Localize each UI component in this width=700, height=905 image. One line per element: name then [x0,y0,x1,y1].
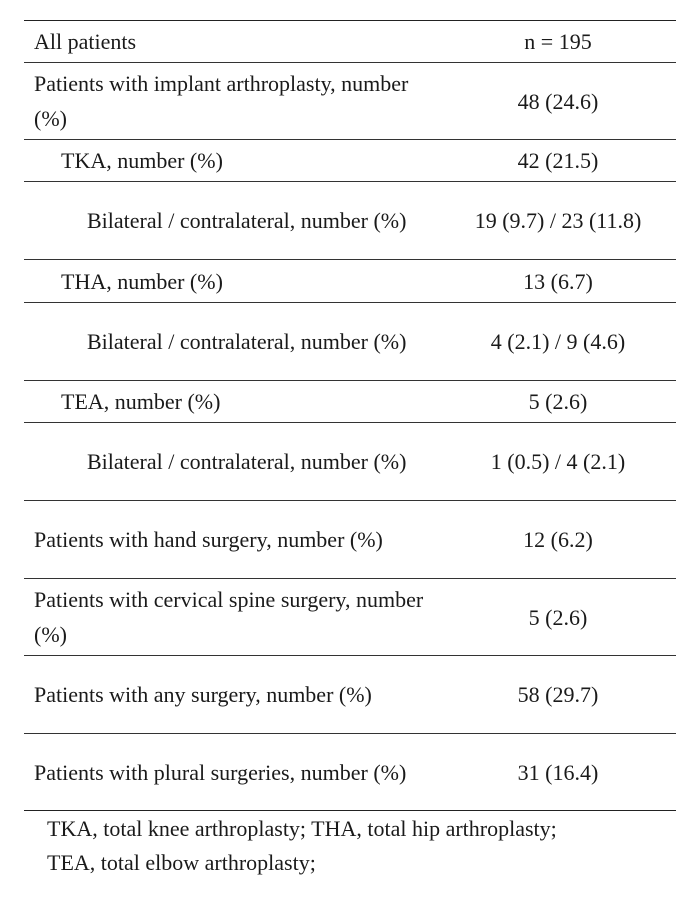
row-label: All patients [34,29,137,54]
table-row: Bilateral / contralateral, number (%) 4 … [24,303,676,381]
row-label: Patients with plural surgeries, number (… [34,759,407,785]
footnote-line: TEA, total elbow arthroplasty; [47,850,316,875]
row-label: TKA, number (%) [61,148,223,173]
row-label: Bilateral / contralateral, number (%) [87,208,407,233]
table-row: Bilateral / contralateral, number (%) 1 … [24,423,676,501]
row-value: n = 195 [524,29,592,54]
table-row: Patients with plural surgeries, number (… [24,734,676,811]
table-row: THA, number (%) 13 (6.7) [24,260,676,303]
table-row: Bilateral / contralateral, number (%) 19… [24,182,676,260]
footnote-line: TKA, total knee arthroplasty; THA, total… [47,816,557,841]
row-label: Patients with cervical spine surgery, nu… [34,587,424,647]
row-label: Bilateral / contralateral, number (%) [87,329,407,354]
table-footnote: TKA, total knee arthroplasty; THA, total… [47,812,687,880]
row-label: TEA, number (%) [61,389,221,414]
row-label: Patients with any surgery, number (%) [34,682,372,707]
surgery-table: All patients n = 195 Patients with impla… [24,20,676,811]
row-label: Bilateral / contralateral, number (%) [87,449,407,474]
table-row: Patients with any surgery, number (%) 58… [24,656,676,734]
table-row: TKA, number (%) 42 (21.5) [24,140,676,182]
row-value: 5 (2.6) [528,604,588,630]
row-label: Patients with hand surgery, number (%) [34,527,383,552]
row-value: 48 (24.6) [517,88,599,114]
table-row: Patients with cervical spine surgery, nu… [24,579,676,656]
row-value: 1 (0.5) / 4 (2.1) [490,449,626,474]
table-row: All patients n = 195 [24,21,676,63]
row-value: 4 (2.1) / 9 (4.6) [490,329,626,354]
row-value: 58 (29.7) [517,682,599,707]
row-value: 31 (16.4) [517,759,599,785]
row-value: 13 (6.7) [523,268,593,294]
table-row: TEA, number (%) 5 (2.6) [24,381,676,423]
row-value: 42 (21.5) [517,148,599,173]
row-value: 12 (6.2) [523,527,593,552]
table-row: Patients with implant arthroplasty, numb… [24,63,676,140]
row-value: 5 (2.6) [528,389,588,414]
table-row: Patients with hand surgery, number (%) 1… [24,501,676,579]
row-label: Patients with implant arthroplasty, numb… [34,71,409,131]
row-label: THA, number (%) [61,268,223,294]
row-value: 19 (9.7) / 23 (11.8) [474,208,642,233]
